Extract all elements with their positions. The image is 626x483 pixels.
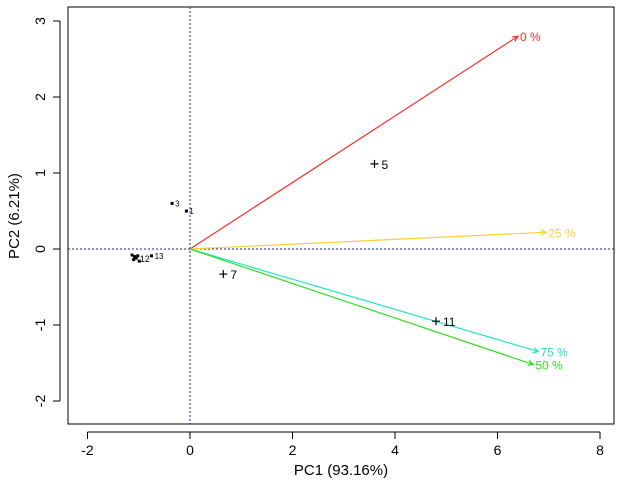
- vector-arrowhead: [527, 359, 535, 366]
- x-tick-label: 8: [596, 442, 604, 458]
- x-tick-label: 2: [289, 442, 297, 458]
- score-point-marker: [219, 270, 228, 279]
- y-tick-label: 0: [32, 245, 48, 253]
- score-point-marker: [136, 254, 140, 258]
- score-point-label: 7: [230, 268, 237, 282]
- score-point-label: 5: [382, 158, 389, 172]
- loading-vector: [189, 248, 534, 366]
- score-point-label: 3: [175, 199, 180, 208]
- score-point-marker: [170, 201, 174, 205]
- y-axis-label: PC2 (6.21%): [6, 173, 23, 259]
- score-point-label: 11: [443, 315, 456, 329]
- loading-vectors: 0 % 25 % 75 %50 %: [189, 30, 576, 373]
- x-tick-label: -2: [81, 442, 94, 458]
- score-point-marker: [133, 255, 137, 259]
- vector-label: 25 %: [548, 226, 576, 240]
- x-tick-label: 4: [391, 442, 399, 458]
- x-tick-label: 6: [494, 442, 502, 458]
- score-point-marker: [184, 209, 188, 213]
- vector-label: 75 %: [541, 346, 569, 360]
- x-axis-label: PC1 (93.16%): [294, 462, 388, 479]
- score-point-label: 1: [189, 207, 194, 216]
- score-point-marker: [370, 159, 379, 168]
- x-tick-label: 0: [186, 442, 194, 458]
- vector-arrowhead: [540, 229, 548, 236]
- plot-frame: [67, 6, 615, 425]
- cluster-label: 12: [140, 254, 150, 264]
- loading-vector: [189, 231, 547, 250]
- vector-label: 50 %: [535, 359, 563, 373]
- vector-arrowhead: [532, 347, 540, 354]
- score-point-marker: [134, 256, 138, 260]
- score-point-label: 13: [155, 252, 164, 261]
- y-tick-label: -1: [32, 319, 48, 332]
- reference-lines: [68, 7, 614, 424]
- score-point-marker: [130, 253, 134, 257]
- y-tick-label: 3: [32, 17, 48, 25]
- y-tick-label: -2: [32, 395, 48, 408]
- score-point-marker: [432, 317, 440, 326]
- score-point-marker: [132, 258, 136, 262]
- loading-vector: [189, 35, 519, 250]
- vector-label: 0 %: [520, 30, 541, 44]
- loading-vector: [189, 248, 539, 353]
- vector-arrowhead: [511, 35, 520, 42]
- y-tick-label: 2: [32, 93, 48, 101]
- score-point-marker: [150, 254, 154, 258]
- score-point-marker: [137, 259, 141, 263]
- y-tick-label: 1: [32, 169, 48, 177]
